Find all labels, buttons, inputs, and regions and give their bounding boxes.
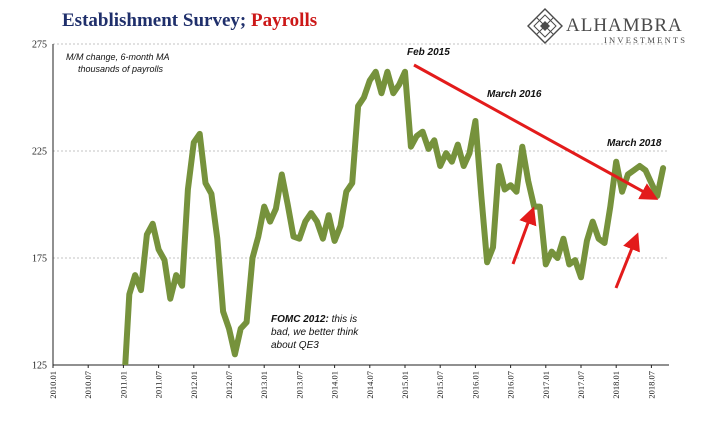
chart-note: M/M change, 6-month MA thousands of payr… (66, 52, 170, 74)
x-tick-label: 2015.07 (435, 371, 445, 399)
x-tick-label: 2012.07 (224, 371, 234, 399)
annotation-fomc-2012: FOMC 2012: this is bad, we better think … (271, 314, 359, 351)
x-tick-label: 2011.01 (118, 371, 128, 398)
x-tick-label: 2010.01 (48, 371, 58, 399)
series-line-payrolls (122, 68, 667, 365)
x-tick-label: 2014.01 (330, 371, 340, 399)
x-tick-label: 2017.01 (541, 371, 551, 399)
y-tick-label: 225 (32, 147, 47, 158)
y-tick-label: 175 (32, 254, 47, 265)
annotation-march-2016: March 2016 (487, 89, 542, 100)
plot-area: 125 175 225 275 2010.01 2010.07 2011.01 2011.0… (32, 40, 669, 399)
trend-arrow-down (413, 63, 659, 200)
x-tick-label: 2013.07 (294, 371, 304, 399)
x-tick-label: 2011.07 (154, 371, 164, 398)
arrow-up-2016 (511, 206, 537, 265)
brand-name: ALHAMBRA (566, 15, 683, 36)
x-tick-label: 2016.01 (470, 371, 480, 399)
annotation-feb-2015: Feb 2015 (407, 47, 450, 58)
x-tick-label: 2017.07 (576, 371, 586, 399)
x-tick-label: 2014.07 (365, 371, 375, 399)
brand-sub: INVESTMENTS (604, 35, 687, 45)
alhambra-logo: ALHAMBRA INVESTMENTS (527, 8, 687, 45)
series-points (123, 72, 663, 397)
x-tick-labels: 2010.01 2010.07 2011.01 2011.07 2012.01 2012.… (48, 365, 656, 399)
x-tick-label: 2013.01 (259, 371, 269, 399)
svg-text:about QE3: about QE3 (271, 340, 319, 351)
y-tick-label: 125 (32, 361, 47, 372)
x-tick-label: 2018.07 (646, 371, 656, 399)
x-tick-label: 2015.01 (400, 371, 410, 399)
chart-title: Establishment Survey; Payrolls (62, 10, 317, 31)
x-tick-label: 2018.01 (611, 371, 621, 399)
y-tick-label: 275 (32, 40, 47, 51)
x-tick-label: 2016.07 (506, 371, 516, 399)
annotation-march-2018: March 2018 (607, 138, 662, 149)
arrow-up-2018 (614, 232, 640, 289)
svg-text:FOMC 2012: this is: FOMC 2012: this is (271, 314, 357, 325)
y-tick-labels: 125 175 225 275 (32, 40, 47, 372)
note-line-1: M/M change, 6-month MA (66, 52, 170, 62)
x-tick-label: 2010.07 (83, 371, 93, 399)
svg-text:bad, we better think: bad, we better think (271, 327, 359, 338)
x-tick-label: 2012.01 (189, 371, 199, 399)
note-line-2: thousands of payrolls (78, 64, 164, 74)
diamond-lattice-logo-icon (527, 8, 563, 44)
